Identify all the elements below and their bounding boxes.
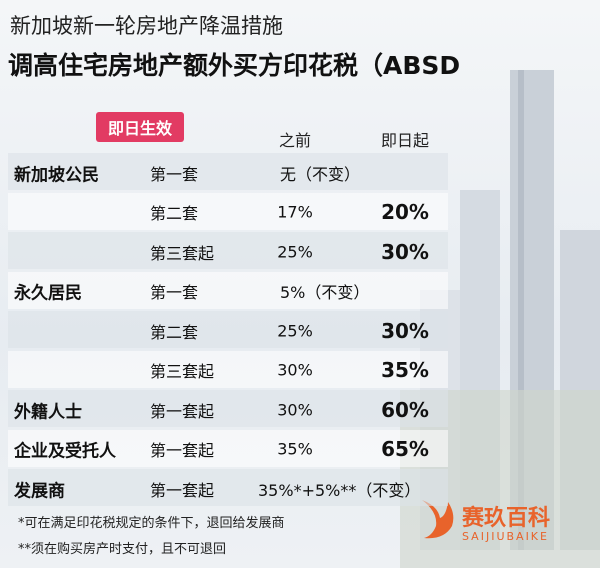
before-value: 25% <box>277 242 313 262</box>
item-label: 第三套起 <box>150 362 215 382</box>
group-label: 发展商 <box>14 481 65 502</box>
before-value: 30% <box>277 400 313 420</box>
row-band <box>8 232 448 269</box>
row-band <box>8 153 448 190</box>
subtitle: 新加坡新一轮房地产降温措施 <box>10 14 283 38</box>
item-label: 第二套 <box>150 204 199 224</box>
before-value: 17% <box>277 202 313 222</box>
group-label: 外籍人士 <box>14 402 82 423</box>
column-header: 即日起 <box>380 131 430 150</box>
row-band <box>8 469 448 506</box>
item-label: 第一套 <box>150 283 199 303</box>
item-label: 第一套 <box>150 164 199 184</box>
group-label: 永久居民 <box>14 283 82 304</box>
item-label: 第一套起 <box>150 441 215 461</box>
watermark-latin: SAIJIUBAIKE <box>462 530 549 543</box>
after-value: 20% <box>381 200 429 225</box>
merged-value: 5%（不变） <box>280 283 370 303</box>
after-value: 30% <box>381 318 429 343</box>
merged-value: 无（不变） <box>280 164 361 184</box>
column-header: 之前 <box>278 131 312 150</box>
row-band <box>8 350 448 388</box>
before-value: 25% <box>277 321 313 341</box>
after-value: 30% <box>381 239 429 264</box>
logo-icon <box>422 500 454 539</box>
footnote: **须在购买房产时支付，且不可退回 <box>18 542 227 557</box>
badge: 即日生效 <box>96 112 185 142</box>
row-band <box>8 271 448 309</box>
footnote: *可在满足印花税规定的条件下，退回给发展商 <box>18 516 285 531</box>
item-label: 第一套起 <box>150 401 215 421</box>
watermark-name: 赛玖百科 <box>462 506 551 531</box>
merged-value: 35%*+5%**（不变） <box>258 480 421 500</box>
before-value: 30% <box>277 360 313 380</box>
after-value: 60% <box>381 397 429 422</box>
row-band <box>8 311 448 348</box>
row-band <box>8 192 448 230</box>
title: 调高住宅房地产额外买方印花税（ABSD <box>8 51 461 80</box>
after-value: 65% <box>381 437 429 462</box>
row-band <box>8 390 448 427</box>
item-label: 第一套起 <box>150 480 215 500</box>
after-value: 35% <box>381 358 429 383</box>
before-value: 35% <box>277 439 313 459</box>
item-label: 第二套 <box>150 322 199 342</box>
row-band <box>8 429 448 467</box>
item-label: 第三套起 <box>150 243 215 263</box>
group-label: 新加坡公民 <box>14 165 99 186</box>
group-label: 企业及受托人 <box>14 441 116 462</box>
